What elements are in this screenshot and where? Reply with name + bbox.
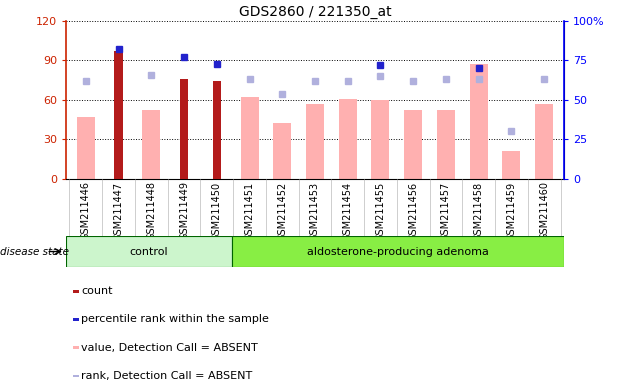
Text: GSM211453: GSM211453 xyxy=(310,182,320,240)
Text: GSM211458: GSM211458 xyxy=(474,182,484,240)
Text: GSM211446: GSM211446 xyxy=(81,182,91,240)
Bar xyxy=(503,151,520,179)
Text: count: count xyxy=(81,286,113,296)
Text: GSM211455: GSM211455 xyxy=(375,182,386,241)
Text: GSM211450: GSM211450 xyxy=(212,182,222,240)
Text: GSM211448: GSM211448 xyxy=(146,182,156,240)
Text: GSM211447: GSM211447 xyxy=(113,182,123,240)
Bar xyxy=(142,110,160,179)
Text: GSM211454: GSM211454 xyxy=(343,182,353,240)
Bar xyxy=(73,346,79,349)
Bar xyxy=(213,81,221,179)
Text: disease state: disease state xyxy=(0,247,69,257)
Bar xyxy=(437,110,455,179)
Text: GSM211451: GSM211451 xyxy=(244,182,255,240)
Text: GSM211459: GSM211459 xyxy=(507,182,517,240)
Text: GSM211457: GSM211457 xyxy=(441,182,451,241)
Bar xyxy=(73,290,79,293)
Text: value, Detection Call = ABSENT: value, Detection Call = ABSENT xyxy=(81,343,258,353)
Text: percentile rank within the sample: percentile rank within the sample xyxy=(81,314,269,324)
Bar xyxy=(306,104,324,179)
Bar xyxy=(66,236,232,267)
Bar xyxy=(470,65,488,179)
Bar xyxy=(77,117,94,179)
Bar xyxy=(404,110,422,179)
Text: aldosterone-producing adenoma: aldosterone-producing adenoma xyxy=(307,247,489,257)
Text: GSM211460: GSM211460 xyxy=(539,182,549,240)
Bar xyxy=(372,100,389,179)
Text: GSM211449: GSM211449 xyxy=(179,182,189,240)
Text: control: control xyxy=(130,247,168,257)
Bar xyxy=(339,99,357,179)
Text: rank, Detection Call = ABSENT: rank, Detection Call = ABSENT xyxy=(81,371,252,381)
Bar xyxy=(115,51,123,179)
Title: GDS2860 / 221350_at: GDS2860 / 221350_at xyxy=(239,5,391,19)
Bar xyxy=(536,104,553,179)
Bar xyxy=(241,97,258,179)
Bar xyxy=(232,236,564,267)
Bar xyxy=(73,318,79,321)
Text: GSM211456: GSM211456 xyxy=(408,182,418,240)
Text: GSM211452: GSM211452 xyxy=(277,182,287,241)
Bar xyxy=(73,375,79,377)
Bar xyxy=(180,79,188,179)
Bar xyxy=(273,124,291,179)
